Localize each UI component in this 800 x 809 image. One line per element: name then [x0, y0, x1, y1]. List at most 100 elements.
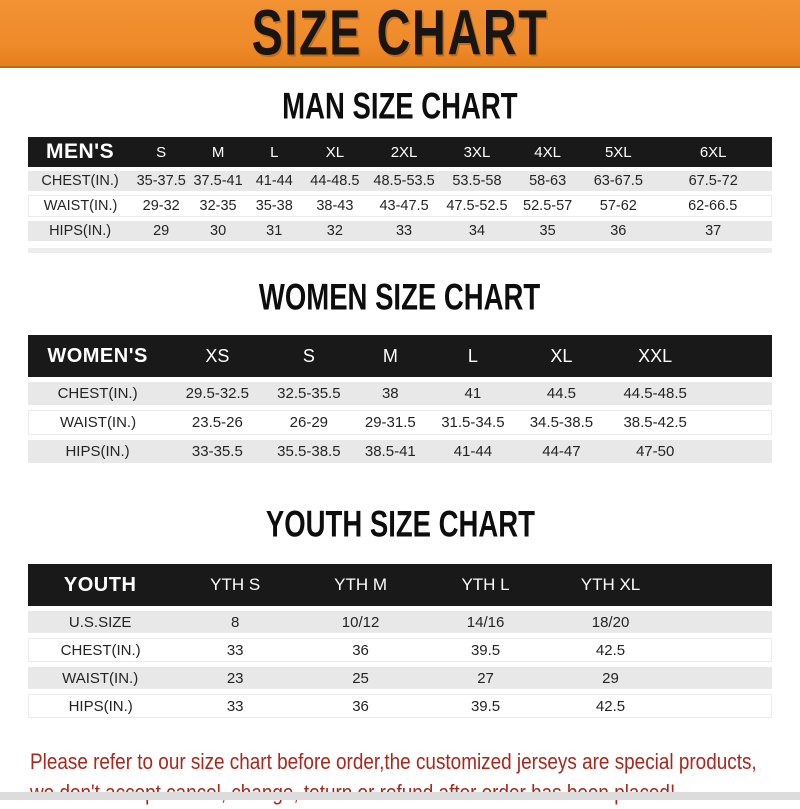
cell-value: 33-35.5: [167, 440, 268, 463]
column-header: XL: [515, 335, 608, 377]
cell-value: 35: [513, 221, 583, 241]
column-header: S: [132, 137, 191, 167]
cell-value: 53.5-58: [440, 171, 514, 191]
row-label: CHEST(IN.): [28, 171, 133, 191]
cell-value: 38-43: [302, 195, 368, 217]
men-table-bottom-strip: [28, 248, 772, 253]
cell-value: 29.5-32.5: [167, 382, 268, 405]
column-header: L: [245, 137, 303, 167]
row-label: WAIST(IN.): [28, 667, 173, 689]
column-header: YTH S: [172, 564, 299, 606]
cell-value: 41: [430, 382, 516, 405]
column-header: S: [267, 335, 351, 377]
cell-value: 29-31.5: [350, 410, 431, 435]
column-header: YTH XL: [548, 564, 674, 606]
youth-section-title: YOUTH SIZE CHART: [0, 503, 800, 545]
youth-section-title-text: YOUTH SIZE CHART: [265, 503, 535, 545]
table-row: HIPS(IN.) 33 36 39.5 42.5: [28, 694, 772, 718]
table-header-label: MEN'S: [28, 137, 133, 167]
cell-spacer: [702, 410, 772, 435]
table-header-row: MEN'S S M L XL 2XL 3XL 4XL 5XL 6XL: [28, 137, 772, 167]
cell-value: 42.5: [548, 638, 674, 662]
cell-value: 38.5-41: [350, 440, 431, 463]
cell-value: 35.5-38.5: [267, 440, 351, 463]
cell-value: 37.5-41: [190, 171, 246, 191]
row-label: HIPS(IN.): [28, 221, 133, 241]
table-row: U.S.SIZE 8 10/12 14/16 18/20: [28, 611, 772, 633]
cell-value: 18/20: [548, 611, 674, 633]
youth-size-table: YOUTH YTH S YTH M YTH L YTH XL U.S.SIZE 8 10/12…: [28, 559, 772, 723]
cell-value: 52.5-57: [513, 195, 583, 217]
column-header: M: [190, 137, 246, 167]
cell-value: 35-37.5: [132, 171, 191, 191]
cell-value: 32.5-35.5: [267, 382, 351, 405]
cell-value: 63-67.5: [582, 171, 655, 191]
cell-value: 36: [582, 221, 655, 241]
cell-value: 47-50: [607, 440, 703, 463]
cell-value: 36: [298, 694, 424, 718]
table-row: CHEST(IN.) 35-37.5 37.5-41 41-44 44-48.5 48.5…: [28, 171, 772, 191]
order-notice-line-1: Please refer to our size chart before or…: [30, 749, 757, 775]
cell-value: 39.5: [423, 638, 549, 662]
cell-value: 39.5: [423, 694, 549, 718]
cell-value: 32-35: [190, 195, 246, 217]
table-header-label: YOUTH: [28, 564, 173, 606]
cell-spacer: [673, 694, 772, 718]
cell-spacer: [673, 611, 772, 633]
row-label: U.S.SIZE: [28, 611, 173, 633]
column-header: L: [430, 335, 516, 377]
cell-value: 48.5-53.5: [367, 171, 441, 191]
cell-value: 35-38: [245, 195, 303, 217]
column-header: YTH M: [298, 564, 424, 606]
cell-value: 23: [172, 667, 299, 689]
cell-value: 27: [423, 667, 549, 689]
cell-value: 62-66.5: [654, 195, 772, 217]
women-size-table: WOMEN'S XS S M L XL XXL CHEST(IN.) 29.5-32.5 32.5…: [28, 330, 772, 468]
row-label: WAIST(IN.): [28, 195, 133, 217]
cell-value: 38.5-42.5: [607, 410, 703, 435]
size-chart-banner: SIZE CHART: [0, 0, 800, 69]
table-header-row: WOMEN'S XS S M L XL XXL: [28, 335, 772, 377]
cell-value: 41-44: [430, 440, 516, 463]
row-label: WAIST(IN.): [28, 410, 168, 435]
cell-value: 44.5: [515, 382, 608, 405]
column-header: 2XL: [367, 137, 441, 167]
column-header: M: [350, 335, 431, 377]
cell-spacer: [702, 440, 772, 463]
column-header: YTH L: [423, 564, 549, 606]
cell-value: 25: [298, 667, 424, 689]
column-header: 5XL: [582, 137, 655, 167]
table-header-label: WOMEN'S: [28, 335, 168, 377]
cell-value: 23.5-26: [167, 410, 268, 435]
cell-value: 10/12: [298, 611, 424, 633]
cell-value: 14/16: [423, 611, 549, 633]
table-row: WAIST(IN.) 23.5-26 26-29 29-31.5 31.5-34.5 34…: [28, 410, 772, 435]
cell-value: 36: [298, 638, 424, 662]
table-row: HIPS(IN.) 33-35.5 35.5-38.5 38.5-41 41-44 44-…: [28, 440, 772, 463]
column-header: 3XL: [440, 137, 514, 167]
row-label: CHEST(IN.): [28, 382, 168, 405]
cell-value: 44-48.5: [302, 171, 368, 191]
cell-spacer: [673, 638, 772, 662]
column-header: XXL: [607, 335, 703, 377]
column-header-spacer: [702, 335, 772, 377]
cell-value: 67.5-72: [654, 171, 772, 191]
cell-value: 31.5-34.5: [430, 410, 516, 435]
cell-value: 58-63: [513, 171, 583, 191]
women-section-title: WOMEN SIZE CHART: [0, 276, 800, 318]
cell-value: 47.5-52.5: [440, 195, 514, 217]
cell-value: 29: [548, 667, 674, 689]
cell-value: 32: [302, 221, 368, 241]
cell-spacer: [702, 382, 772, 405]
cell-value: 38: [350, 382, 431, 405]
cell-value: 44-47: [515, 440, 608, 463]
bottom-edge-strip: [0, 792, 800, 800]
cell-value: 43-47.5: [367, 195, 441, 217]
women-section-title-text: WOMEN SIZE CHART: [259, 276, 541, 318]
cell-value: 41-44: [245, 171, 303, 191]
column-header: XS: [167, 335, 268, 377]
row-label: HIPS(IN.): [28, 440, 168, 463]
cell-value: 33: [172, 638, 299, 662]
table-row: CHEST(IN.) 33 36 39.5 42.5: [28, 638, 772, 662]
cell-value: 42.5: [548, 694, 674, 718]
